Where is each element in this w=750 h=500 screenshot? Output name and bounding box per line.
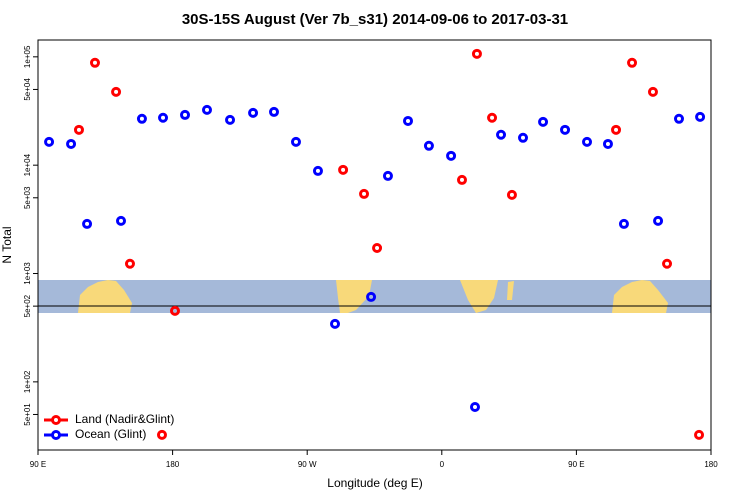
- point: [582, 136, 593, 147]
- legend-label: Land (Nadir&Glint): [75, 412, 174, 426]
- chart-title: 30S-15S August (Ver 7b_s31) 2014-09-06 t…: [182, 11, 568, 28]
- point: [673, 113, 684, 124]
- map-background: [38, 280, 711, 313]
- point: [290, 136, 301, 147]
- point: [124, 258, 135, 269]
- point: [111, 86, 122, 97]
- x-tick-label: 180: [166, 460, 180, 469]
- x-tick-label: 90 W: [298, 460, 317, 469]
- point: [456, 174, 467, 185]
- legend-marker: [51, 415, 61, 425]
- point: [611, 124, 622, 135]
- point: [359, 188, 370, 199]
- point: [66, 138, 77, 149]
- plot-frame: [37, 39, 712, 451]
- point: [560, 124, 571, 135]
- point: [470, 402, 481, 413]
- point: [618, 218, 629, 229]
- point: [694, 429, 705, 440]
- point: [312, 165, 323, 176]
- point: [446, 150, 457, 161]
- point: [403, 115, 414, 126]
- point: [662, 258, 673, 269]
- point: [116, 215, 127, 226]
- point: [268, 106, 279, 117]
- point: [136, 113, 147, 124]
- y-tick-label: 5e+01: [23, 403, 32, 426]
- point: [496, 129, 507, 140]
- point: [695, 111, 706, 122]
- point: [156, 429, 167, 440]
- point: [248, 107, 259, 118]
- point: [73, 124, 84, 135]
- point: [169, 305, 180, 316]
- y-tick-label: 1e+05: [23, 45, 32, 68]
- point: [372, 242, 383, 253]
- y-axis-label: N Total: [0, 226, 14, 263]
- point: [201, 104, 212, 115]
- y-tick-label: 5e+03: [23, 186, 32, 209]
- point: [44, 136, 55, 147]
- point: [158, 112, 169, 123]
- point: [330, 318, 341, 329]
- point: [627, 57, 638, 68]
- x-axis-label: Longitude (deg E): [327, 476, 422, 490]
- x-tick-label: 180: [704, 460, 718, 469]
- point: [538, 116, 549, 127]
- y-tick-label: 1e+04: [23, 153, 32, 176]
- y-tick-label: 5e+04: [23, 78, 32, 101]
- point: [180, 109, 191, 120]
- y-tick-label: 1e+03: [23, 262, 32, 285]
- point: [653, 215, 664, 226]
- point: [82, 218, 93, 229]
- point: [423, 140, 434, 151]
- legend-label: Ocean (Glint): [75, 427, 146, 441]
- point: [487, 112, 498, 123]
- y-tick-label: 1e+02: [23, 370, 32, 393]
- point: [602, 138, 613, 149]
- point: [471, 48, 482, 59]
- legend-marker: [51, 430, 61, 440]
- point: [366, 291, 377, 302]
- point: [338, 164, 349, 175]
- point: [518, 132, 529, 143]
- point: [382, 170, 393, 181]
- x-tick-label: 90 E: [568, 460, 584, 469]
- x-tick-label: 90 E: [30, 460, 46, 469]
- point: [506, 189, 517, 200]
- point: [225, 114, 236, 125]
- x-tick-label: 0: [440, 460, 445, 469]
- point: [89, 57, 100, 68]
- point: [647, 86, 658, 97]
- y-tick-label: 5e+02: [23, 294, 32, 317]
